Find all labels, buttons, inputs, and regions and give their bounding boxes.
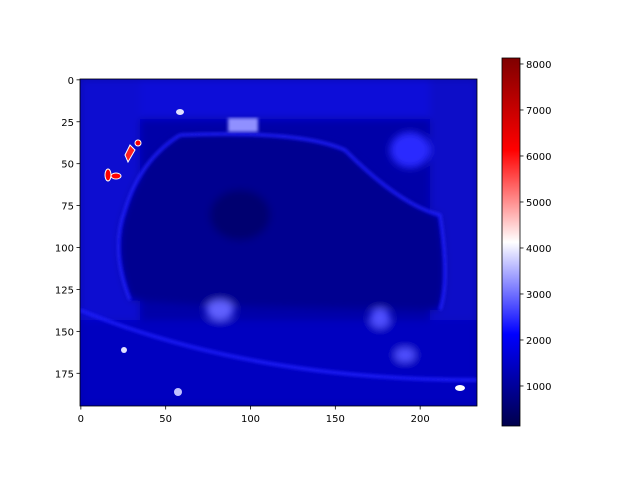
x-tick-label: 100 [241, 414, 260, 425]
image [80, 79, 477, 406]
axes-frame [79, 78, 478, 407]
colorbar-tick-label: 1000 [526, 382, 551, 393]
colorbar-tick-label: 8000 [526, 60, 551, 71]
x-tick-label: 150 [326, 414, 345, 425]
x-tick-label: 200 [411, 414, 430, 425]
y-tick-label: 125 [55, 285, 74, 296]
colorbar-tick-label: 7000 [526, 106, 551, 117]
colorbar-tick-label: 2000 [526, 336, 551, 347]
y-tick-label: 0 [68, 76, 74, 87]
colorbar-tick-label: 3000 [526, 290, 551, 301]
y-tick-label: 75 [61, 202, 74, 213]
y-tick-label: 100 [55, 244, 74, 255]
y-tick-label: 175 [55, 369, 74, 380]
x-tick-label: 50 [159, 414, 172, 425]
hot-spots [104, 109, 465, 396]
colorbar-tick-label: 4000 [526, 244, 551, 255]
y-tick-label: 25 [61, 118, 74, 129]
y-tick-label: 150 [55, 327, 74, 338]
colorbar [501, 57, 521, 427]
y-tick-label: 50 [61, 160, 74, 171]
colorbar-tick-label: 5000 [526, 198, 551, 209]
x-tick-label: 0 [78, 414, 84, 425]
colorbar-tick-label: 6000 [526, 152, 551, 163]
